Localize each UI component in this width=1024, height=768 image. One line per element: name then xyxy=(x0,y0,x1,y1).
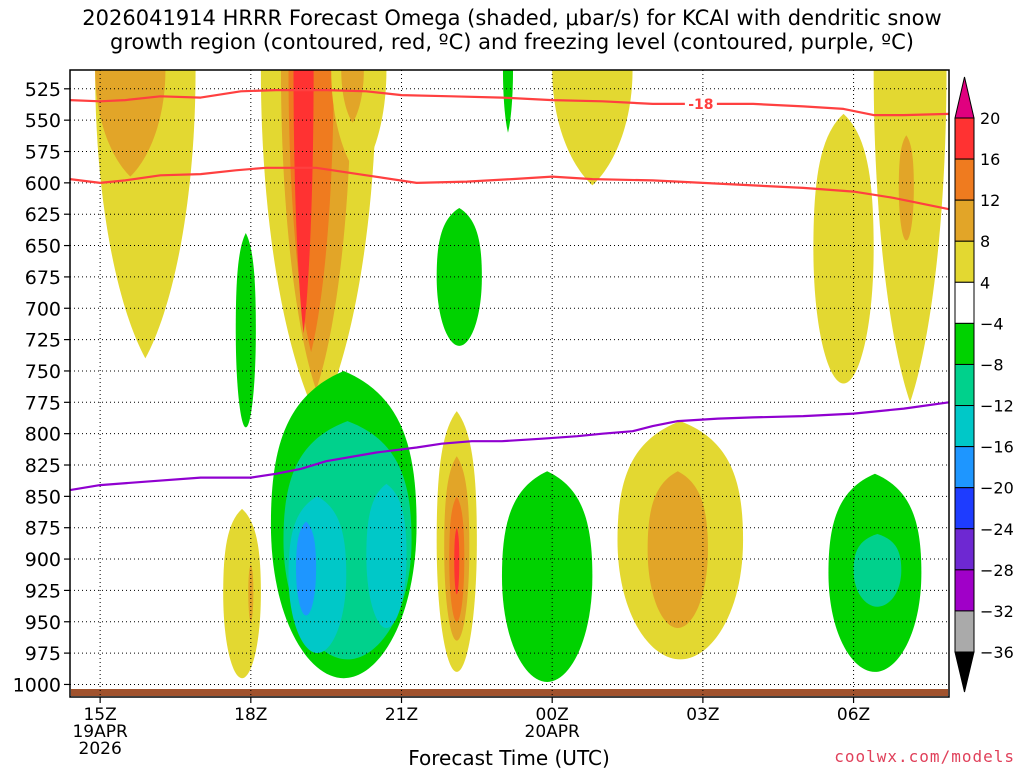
y-tick-label-800: 800 xyxy=(25,424,61,446)
y-tick-label-925: 925 xyxy=(25,580,61,602)
credit-text: coolwx.com/models xyxy=(834,747,1015,766)
colorbar-bin-4-8 xyxy=(954,240,975,283)
upward-column-07z-core xyxy=(898,135,914,241)
x-date-label: 20APR xyxy=(525,722,581,742)
colorbar-label--16: −16 xyxy=(980,438,1014,457)
y-tick-label-900: 900 xyxy=(25,549,61,571)
colorbar-label--20: −20 xyxy=(980,479,1014,498)
title-line-2: growth region (contoured, red, ºC) and f… xyxy=(110,30,914,54)
plot-frame xyxy=(69,69,950,698)
ground-layer xyxy=(71,689,948,696)
colorbar-bin--32--28 xyxy=(954,569,975,612)
colorbar-label--24: −24 xyxy=(980,520,1014,539)
upward-column-19z-16 xyxy=(293,70,314,334)
y-tick-label-750: 750 xyxy=(25,361,61,383)
downward-blob-22z xyxy=(436,207,482,346)
y-tick-label-850: 850 xyxy=(25,486,61,508)
colorbar-bin-16-20 xyxy=(954,117,975,160)
y-tick-label-875: 875 xyxy=(25,518,61,540)
colorbar-bin--20--16 xyxy=(954,446,975,489)
colorbar-bin--28--24 xyxy=(954,528,975,571)
y-tick-label-625: 625 xyxy=(25,204,61,226)
freezing-level xyxy=(69,401,950,492)
ground-surface-strip xyxy=(71,689,948,696)
colorbar: 20 16 12 8 4 −4 −8 −12 −16 −20 −24 −28 −32 −36 xyxy=(954,76,1014,693)
colorbar-label--8: −8 xyxy=(980,355,1004,374)
x-tick-label-15Z: 15Z xyxy=(83,705,116,725)
dgz-bottom-isotherm xyxy=(69,166,950,211)
grid-lines xyxy=(70,70,949,697)
downward-lowlevel-2330z xyxy=(501,471,593,682)
colorbar-bin--4-4 xyxy=(954,281,975,324)
upward-lobe-05z xyxy=(813,113,874,384)
colorbar-label-12: 12 xyxy=(980,191,1000,210)
upward-column-07z xyxy=(873,70,947,403)
colorbar-label--4: −4 xyxy=(980,314,1004,333)
colorbar-bin-8-12 xyxy=(954,199,975,242)
chart-title: 2026041914 HRRR Forecast Omega (shaded, … xyxy=(0,6,1024,54)
colorbar-bin-12-16 xyxy=(954,158,975,201)
colorbar-label-16: 16 xyxy=(980,150,1000,169)
colorbar-bin--16--12 xyxy=(954,405,975,448)
x-axis-title: Forecast Time (UTC) xyxy=(408,746,610,768)
dgz-top-isotherm xyxy=(69,88,950,117)
y-tick-label-975: 975 xyxy=(25,643,61,665)
upward-lowlevel-1730z-core xyxy=(248,564,254,622)
y-tick-label-575: 575 xyxy=(25,142,61,164)
colorbar-label-8: 8 xyxy=(980,232,990,251)
y-tick-label-950: 950 xyxy=(25,612,61,634)
colorbar-label--36: −36 xyxy=(980,643,1014,662)
colorbar-label--32: −32 xyxy=(980,602,1014,621)
isotherm-label: -18 xyxy=(688,97,713,113)
downward-lowlevel-06z-core xyxy=(853,533,902,607)
isotherm-label-bg xyxy=(684,96,717,111)
y-tick-label-600: 600 xyxy=(25,173,61,195)
y-tick-label-725: 725 xyxy=(25,330,61,352)
x-tick-label-18Z: 18Z xyxy=(234,705,267,725)
y-tick-label-700: 700 xyxy=(25,298,61,320)
colorbar-bin--24--20 xyxy=(954,487,975,530)
colorbar-label--28: −28 xyxy=(980,561,1014,580)
isotherm-lines: -18 xyxy=(69,88,950,492)
colorbar-bin--36--32 xyxy=(954,610,975,653)
y-tick-label-650: 650 xyxy=(25,236,61,258)
colorbar-label-20: 20 xyxy=(980,109,1000,128)
axes: 525 550 575 600 625 650 675 700 725 750 775 800 825 8… xyxy=(13,79,871,759)
x-date-label: 19APR xyxy=(72,722,128,742)
x-tick-label-00Z: 00Z xyxy=(536,705,569,725)
title-line-1: 2026041914 HRRR Forecast Omega (shaded, … xyxy=(82,6,942,30)
x-tick-label-21Z: 21Z xyxy=(385,705,418,725)
downward-sliver-2245z xyxy=(502,70,514,133)
downward-sliver-1730z xyxy=(235,233,256,428)
y-tick-label-525: 525 xyxy=(25,79,61,101)
colorbar-bin--12--8 xyxy=(954,363,975,407)
colorbar-bin--8--4 xyxy=(954,322,975,365)
y-tick-label-825: 825 xyxy=(25,455,61,477)
y-tick-label-1000: 1000 xyxy=(13,674,61,696)
upward-lobe-0015z xyxy=(552,70,633,186)
upward-lowlevel-02z-core xyxy=(647,471,708,629)
y-tick-label-675: 675 xyxy=(25,267,61,289)
x-year-label: 2026 xyxy=(79,739,122,759)
colorbar-label-4: 4 xyxy=(980,273,990,292)
upward-lobe-2030-core xyxy=(341,70,364,123)
colorbar-top-arrow xyxy=(954,76,975,119)
colorbar-label--12: −12 xyxy=(980,397,1014,416)
x-tick-label-06Z: 06Z xyxy=(837,705,870,725)
downward-lowlevel-19z-16 xyxy=(296,521,317,616)
colorbar-bottom-arrow xyxy=(954,651,975,693)
upward-lowlevel-1730z xyxy=(223,508,261,679)
y-tick-label-550: 550 xyxy=(25,110,61,132)
upward-lowlevel-2215z-16 xyxy=(454,527,460,595)
y-tick-label-775: 775 xyxy=(25,392,61,414)
downward-lowlevel-2045z-12 xyxy=(366,483,407,629)
plot-border xyxy=(69,69,950,698)
x-tick-label-03Z: 03Z xyxy=(686,705,719,725)
